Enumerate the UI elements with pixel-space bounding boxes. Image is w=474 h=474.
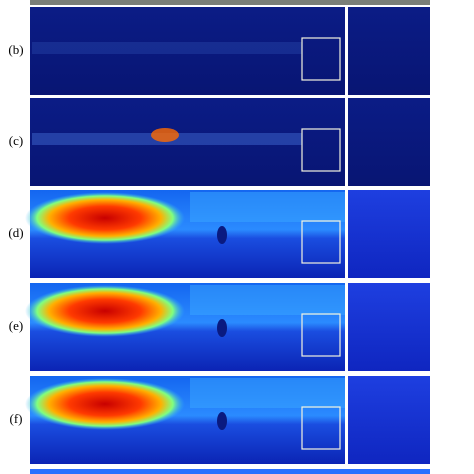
panel-label: (e): [9, 318, 23, 333]
panel-label: (c): [9, 133, 23, 148]
figure: [217, 226, 227, 244]
heat-region: [25, 285, 185, 337]
heat-region: [25, 378, 185, 430]
depth-map: [30, 7, 345, 95]
panels: (b) (c) (d) (e) (f): [8, 7, 430, 464]
top-strip: [30, 0, 430, 5]
heat-region: [25, 192, 185, 244]
zoom-box: [301, 128, 341, 172]
figure: [217, 412, 227, 430]
figure: [217, 319, 227, 337]
crop-panel: [348, 283, 430, 371]
panel-label: (b): [8, 42, 23, 57]
hot-points: [151, 128, 179, 142]
zoom-box: [301, 406, 341, 450]
crop-panel: [348, 98, 430, 186]
sky-band: [190, 192, 345, 222]
crop-panel: [348, 376, 430, 464]
bottom-strip: [30, 469, 430, 474]
zoom-box: [301, 220, 341, 264]
sparse-points: [32, 42, 302, 54]
sky-band: [190, 285, 345, 315]
panel-label: (f): [10, 411, 23, 426]
zoom-box: [301, 313, 341, 357]
panel-label: (d): [8, 225, 23, 240]
crop-panel: [348, 190, 430, 278]
sky-band: [190, 378, 345, 408]
crop-panel: [348, 7, 430, 95]
zoom-box: [301, 37, 341, 81]
